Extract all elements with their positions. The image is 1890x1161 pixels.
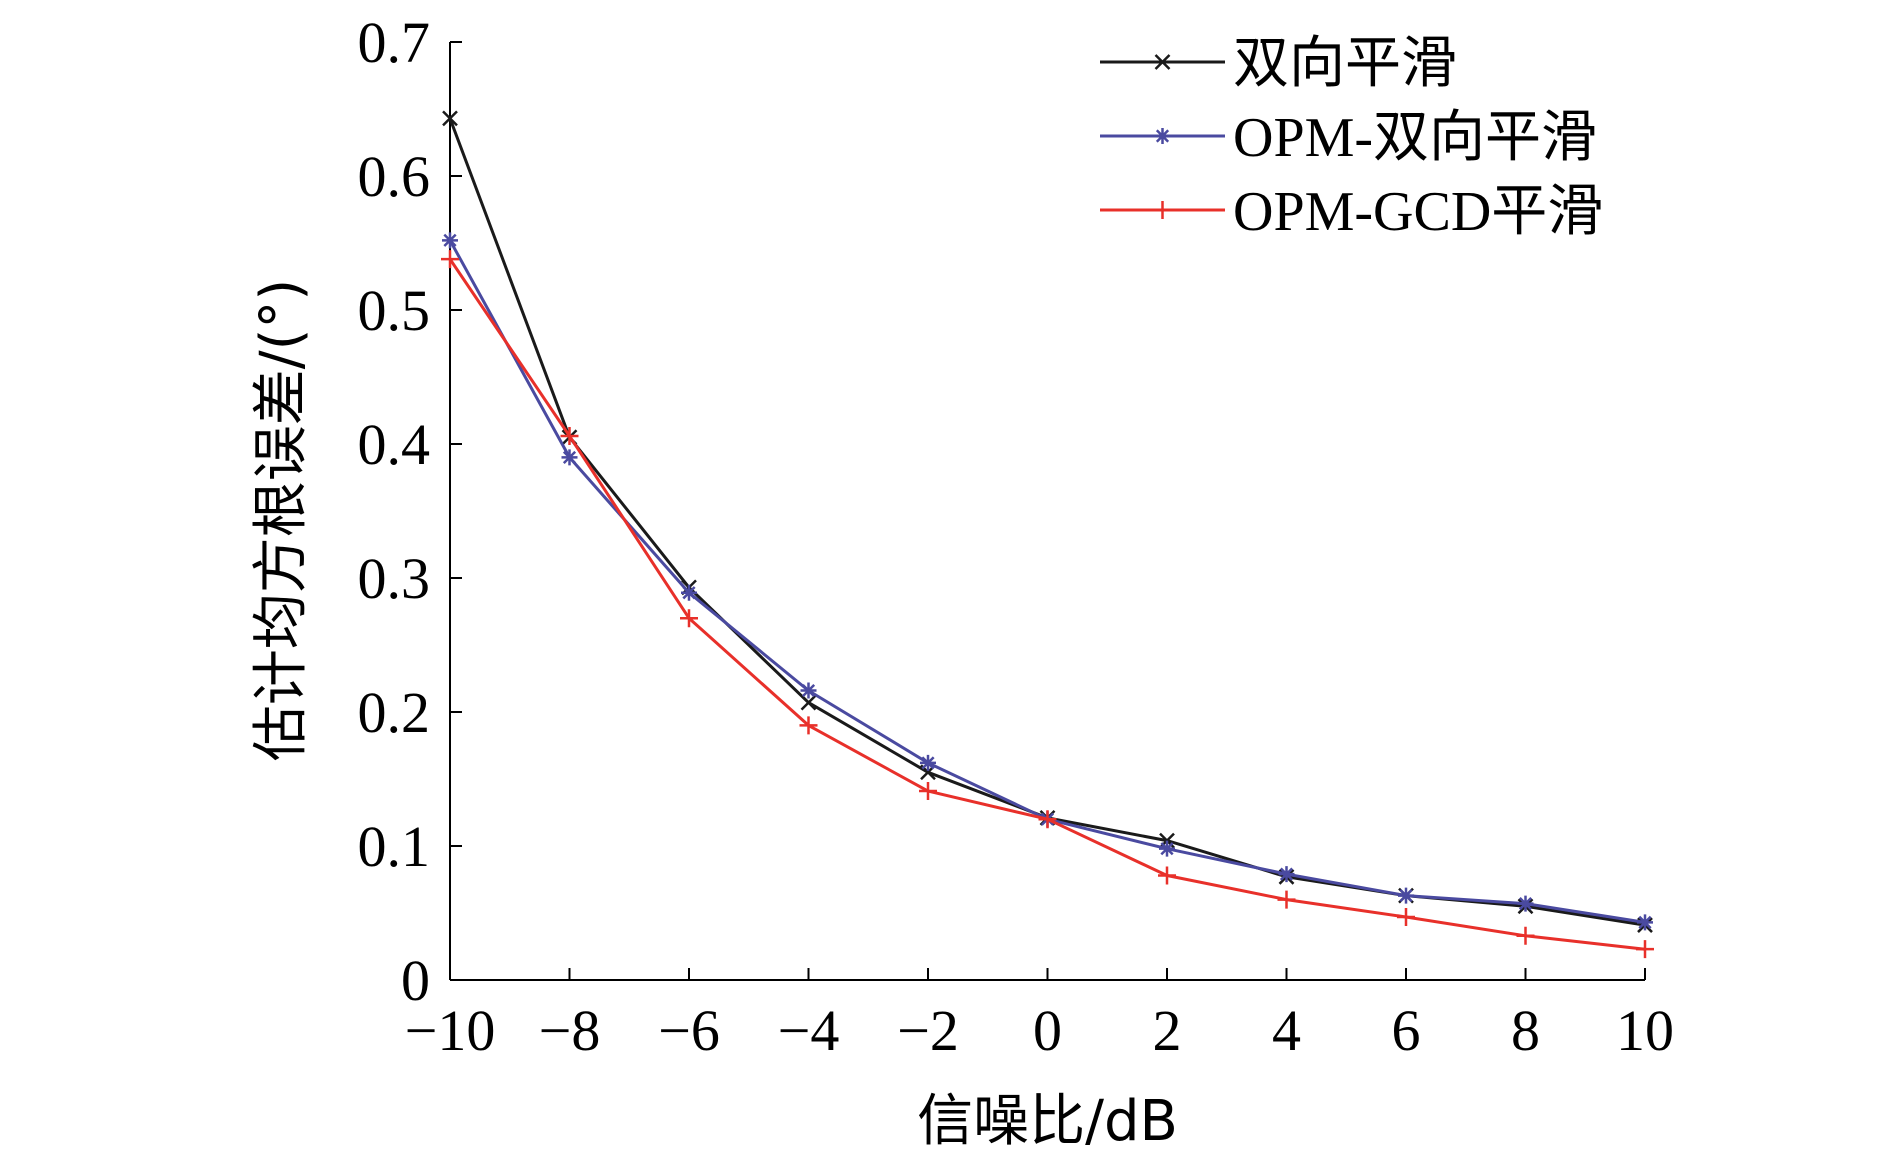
legend-entry: OPM-GCD平滑 [1100, 181, 1603, 243]
y-tick-label: 0 [401, 948, 430, 1013]
legend-marker [1154, 128, 1171, 144]
x-axis-title: 信噪比/dB [917, 1089, 1178, 1154]
data-point [680, 609, 698, 628]
y-tick-label: 0.7 [358, 10, 431, 75]
legend-label: 双向平滑 [1233, 33, 1457, 95]
x-tick-label: −4 [778, 998, 840, 1063]
data-point [442, 110, 458, 127]
x-tick-label: −2 [897, 998, 959, 1063]
legend-entry: OPM-双向平滑 [1100, 107, 1597, 169]
legend-entry: 双向平滑 [1100, 33, 1457, 95]
data-point [800, 694, 817, 711]
data-point [442, 232, 458, 249]
x-tick-label: 4 [1272, 998, 1301, 1063]
data-point [800, 682, 817, 699]
data-point [561, 449, 578, 466]
legend-label: OPM-GCD平滑 [1233, 181, 1603, 243]
y-tick-label: 0.2 [358, 680, 431, 745]
data-point [1278, 866, 1295, 883]
y-tick-label: 0.4 [358, 412, 431, 477]
axes: −10 −8 −6 −4 −2 0 2 4 6 8 10 0 0.1 0.2 0.3 0.4 0.5 0.6 0.7 [358, 10, 1675, 1063]
data-point [1397, 908, 1415, 927]
x-tick-label: −8 [539, 998, 601, 1063]
y-axis-title: 估计均方根误差/(°) [249, 279, 314, 762]
data-point [1636, 940, 1654, 959]
legend-marker [1153, 201, 1172, 219]
data-point [1159, 840, 1175, 857]
x-tick-label: 0 [1033, 998, 1062, 1063]
x-tick-label: 10 [1616, 998, 1674, 1063]
data-point [1637, 914, 1653, 931]
data-point [441, 250, 459, 269]
data-point [681, 584, 697, 601]
x-tick-label: 8 [1511, 998, 1540, 1063]
data-point [1398, 887, 1414, 904]
series-line [448, 258, 1646, 951]
x-tick-label: 2 [1153, 998, 1182, 1063]
data-point [1038, 810, 1057, 829]
data-point [1517, 895, 1534, 912]
data-point [1158, 866, 1176, 885]
data-point [919, 782, 937, 801]
data-point [1516, 926, 1535, 945]
legend-label: OPM-双向平滑 [1233, 107, 1597, 169]
series-3 [441, 250, 1654, 959]
x-tick-label: −10 [405, 998, 496, 1063]
data-point [1277, 890, 1296, 909]
y-tick-label: 0.5 [358, 278, 431, 343]
y-tick-label: 0.3 [358, 546, 431, 611]
legend-marker [1154, 54, 1171, 70]
y-tick-label: 0.6 [358, 144, 431, 209]
series-layer [441, 110, 1654, 959]
x-tick-label: −6 [658, 998, 720, 1063]
data-point [560, 426, 579, 445]
data-point [799, 716, 818, 735]
x-tick-label: 6 [1392, 998, 1421, 1063]
y-tick-label: 0.1 [358, 814, 431, 879]
data-point [920, 754, 936, 771]
legend: 双向平滑 OPM-双向平滑 OPM-GCD平滑 [1100, 33, 1603, 243]
